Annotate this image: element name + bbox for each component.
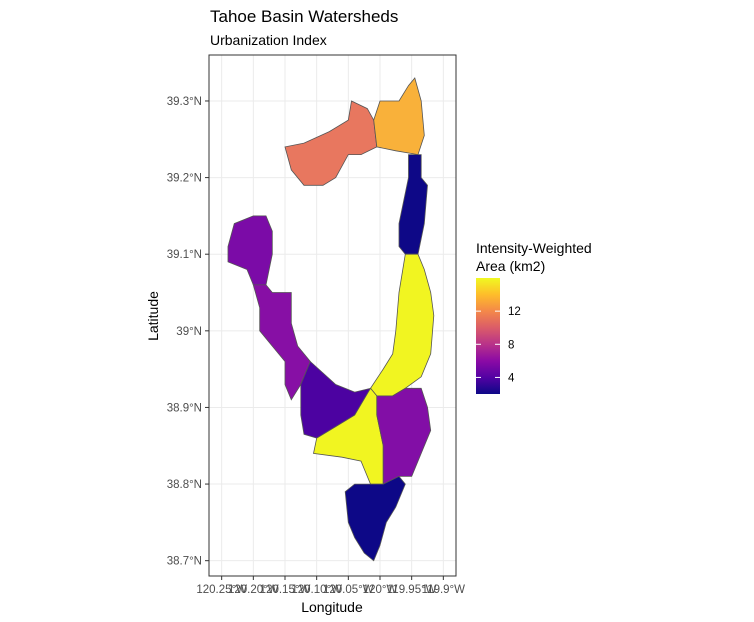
legend-colorbar bbox=[476, 278, 500, 394]
legend: Intensity-Weighted Area (km2) 4 8 12 bbox=[476, 240, 592, 394]
chart-subtitle: Urbanization Index bbox=[210, 32, 327, 48]
watersheds-layer bbox=[227, 77, 435, 562]
x-tick-label: 120.20°W bbox=[228, 584, 279, 596]
y-tick-label: 39.3°N bbox=[167, 96, 202, 108]
watershed-polygon bbox=[376, 387, 432, 485]
legend-tick-label: 8 bbox=[508, 339, 514, 351]
x-axis-ticks: 120.25°W120.20°W120.15°W120.10°W120.05°W… bbox=[196, 576, 465, 596]
y-tick-label: 38.8°N bbox=[167, 479, 202, 491]
x-tick-label: 119.95°W bbox=[387, 584, 437, 596]
x-tick-label: 120.10°W bbox=[291, 584, 342, 596]
panel-border bbox=[208, 54, 457, 577]
watershed-polygon bbox=[344, 475, 406, 562]
y-tick-label: 39.1°N bbox=[167, 249, 202, 261]
y-tick-label: 39°N bbox=[176, 326, 202, 338]
legend-tick-label: 4 bbox=[508, 372, 515, 384]
x-axis-label: Longitude bbox=[301, 599, 363, 615]
legend-ticks: 4 8 12 bbox=[476, 306, 521, 384]
x-tick-label: 119.9°W bbox=[422, 584, 466, 596]
y-axis-label: Latitude bbox=[145, 291, 161, 341]
x-tick-label: 120°W bbox=[363, 584, 398, 596]
chart-title: Tahoe Basin Watersheds bbox=[210, 7, 398, 26]
y-tick-label: 39.2°N bbox=[167, 173, 202, 185]
map-panel bbox=[208, 54, 457, 577]
watershed-polygon bbox=[373, 77, 425, 156]
y-axis-ticks: 39.3°N 39.2°N 39.1°N 39°N 38.9°N 38.8°N 38.7°N bbox=[167, 96, 209, 568]
x-tick-label: 120.05°W bbox=[323, 584, 374, 596]
x-tick-label: 120.15°W bbox=[260, 584, 311, 596]
legend-title-line1: Intensity-Weighted bbox=[476, 240, 592, 256]
x-tick-label: 120.25°W bbox=[196, 584, 247, 596]
legend-tick-label: 12 bbox=[508, 306, 521, 318]
legend-title-line2: Area (km2) bbox=[476, 258, 545, 274]
y-tick-label: 38.9°N bbox=[167, 402, 202, 414]
y-tick-label: 38.7°N bbox=[167, 556, 202, 568]
